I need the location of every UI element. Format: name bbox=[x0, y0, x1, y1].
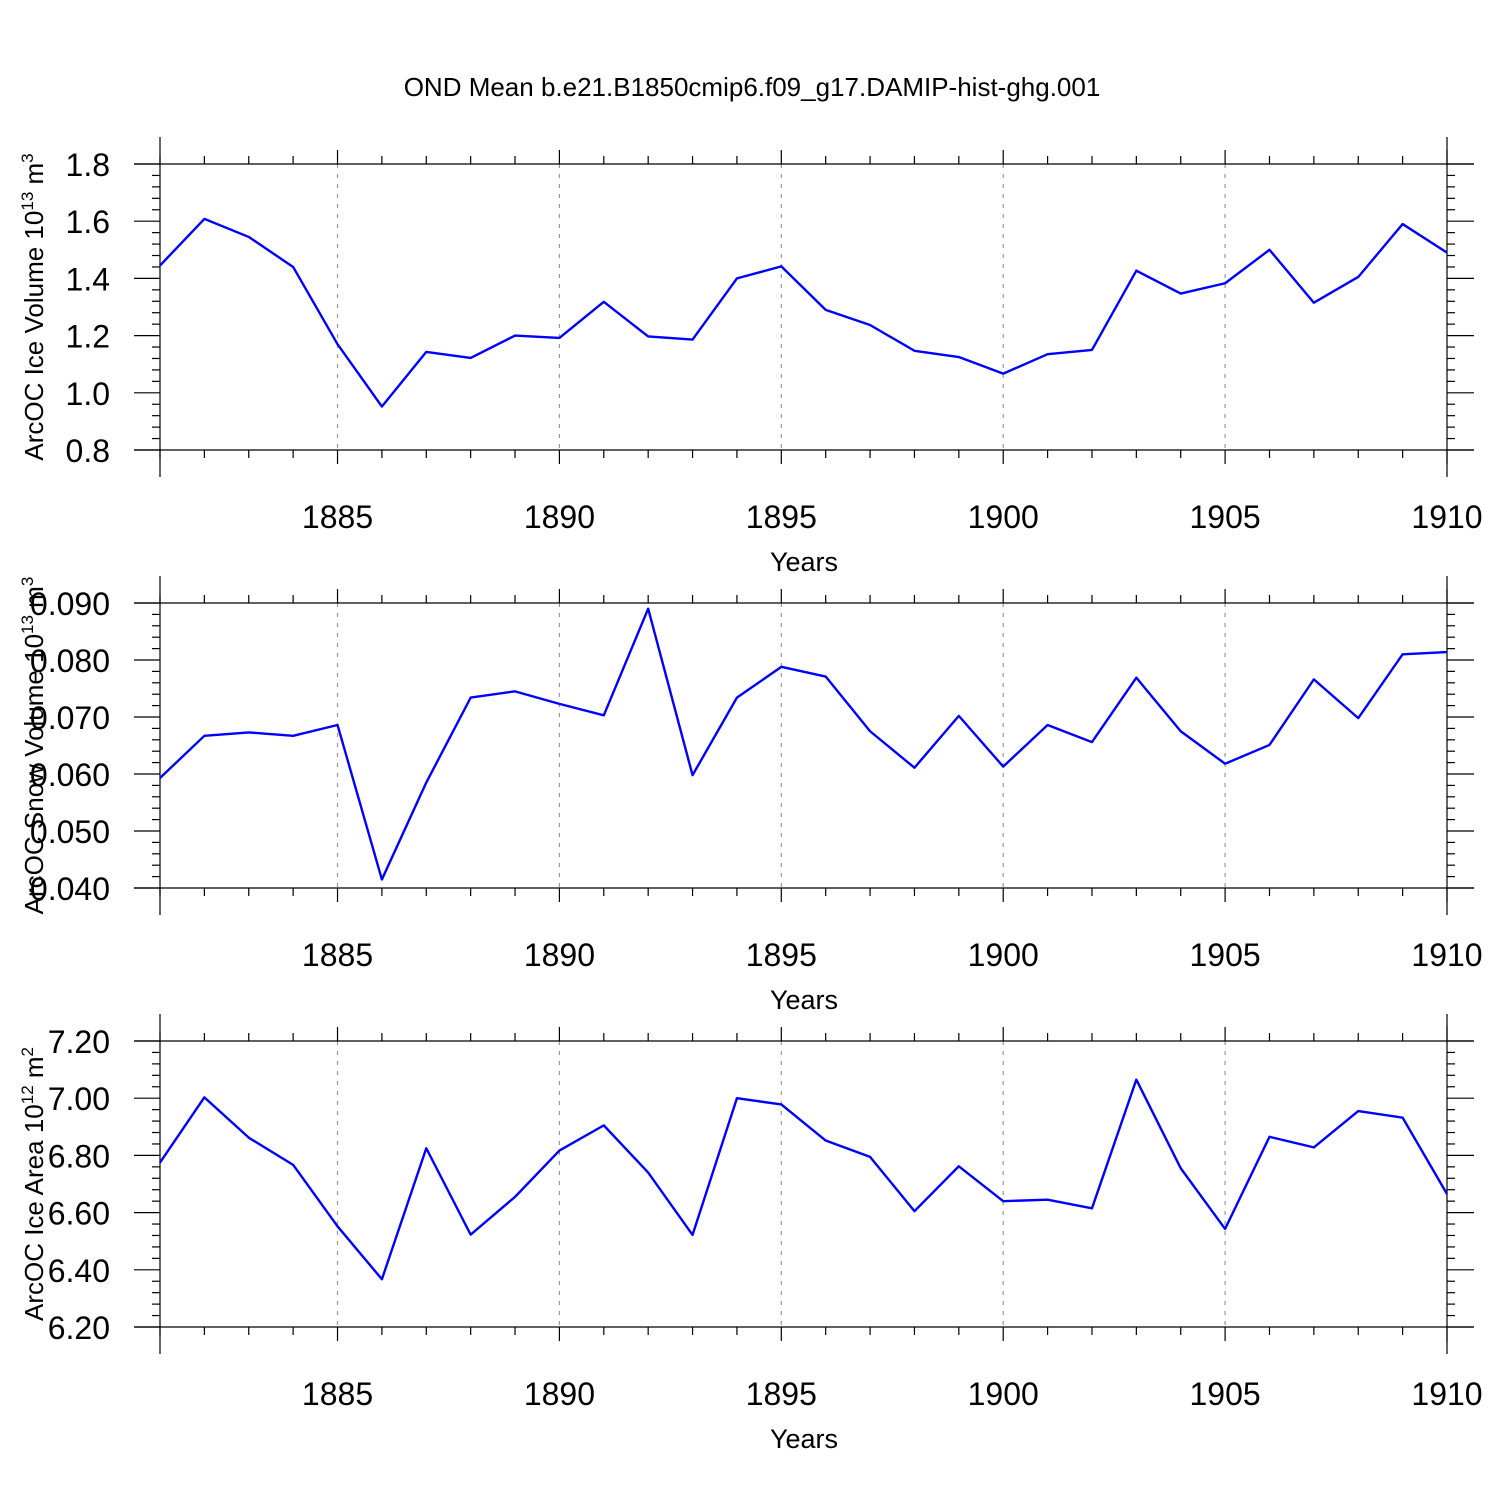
series-line-1 bbox=[159, 217, 1448, 408]
x-tick-label: 1885 bbox=[302, 937, 373, 973]
y-tick-label: 1.6 bbox=[66, 204, 110, 240]
y-axis-label-unit-exponent: 2 bbox=[18, 1047, 37, 1056]
y-tick-label: 7.00 bbox=[48, 1081, 110, 1117]
y-axis-label: ArcOC Ice Volume 1013 m3 bbox=[18, 153, 49, 460]
y-axis-label-unit: m bbox=[19, 586, 49, 615]
y-axis-label-exponent: 13 bbox=[18, 192, 37, 211]
x-tick-label: 1895 bbox=[746, 937, 817, 973]
x-tick-label: 1890 bbox=[524, 937, 595, 973]
x-tick-label: 1905 bbox=[1190, 937, 1261, 973]
x-tick-label: 1900 bbox=[968, 937, 1039, 973]
y-tick-label: 0.070 bbox=[30, 700, 110, 736]
panels-container: 1885 1890 1895 1900 1905 1910 0.8 1.0 1.2 1.4 1.6 1… bbox=[18, 137, 1483, 1454]
x-tick-label: 1910 bbox=[1411, 937, 1482, 973]
y-axis-label-unit: m bbox=[19, 163, 49, 192]
y-tick-label: 6.60 bbox=[48, 1196, 110, 1232]
panel-3: 1885 1890 1895 1900 1905 1910 6.20 6.40 6.60 6.80… bbox=[18, 1014, 1483, 1454]
y-axis-label-unit-exponent: 3 bbox=[18, 153, 37, 162]
y-axis-label: ArcOC Ice Area 1012 m2 bbox=[18, 1047, 49, 1321]
x-axis-label: Years bbox=[770, 985, 838, 1015]
x-tick-label: 1895 bbox=[746, 499, 817, 535]
y-tick-label: 7.20 bbox=[48, 1024, 110, 1060]
x-tick-label: 1900 bbox=[968, 499, 1039, 535]
x-tick-label: 1905 bbox=[1190, 499, 1261, 535]
y-tick-label: 0.060 bbox=[30, 757, 110, 793]
y-axis-label-unit: m bbox=[19, 1056, 49, 1085]
x-tick-label: 1885 bbox=[302, 1376, 373, 1412]
x-tick-label: 1895 bbox=[746, 1376, 817, 1412]
panel-2: 1885 1890 1895 1900 1905 1910 0.040 0.050 0.060 0… bbox=[18, 576, 1483, 1015]
y-tick-label: 1.4 bbox=[66, 261, 110, 297]
x-tick-label: 1910 bbox=[1411, 499, 1482, 535]
y-tick-label: 0.040 bbox=[30, 871, 110, 907]
y-axis-label-main: ArcOC Ice Area 10 bbox=[19, 1104, 49, 1321]
x-tick-label: 1905 bbox=[1190, 1376, 1261, 1412]
y-tick-label: 6.20 bbox=[48, 1310, 110, 1346]
y-tick-label: 6.80 bbox=[48, 1138, 110, 1174]
y-axis-label-unit-exponent: 3 bbox=[18, 577, 37, 586]
y-axis-label-exponent: 12 bbox=[18, 1085, 37, 1104]
y-axis-label: ArcOC Snow Volume 1013 m3 bbox=[18, 577, 49, 915]
y-tick-label: 1.8 bbox=[66, 147, 110, 183]
series-line-1 bbox=[159, 607, 1448, 881]
y-tick-label: 1.2 bbox=[66, 319, 110, 355]
x-tick-label: 1890 bbox=[524, 1376, 595, 1412]
chart-title: OND Mean b.e21.B1850cmip6.f09_g17.DAMIP-… bbox=[404, 72, 1101, 102]
x-tick-label: 1890 bbox=[524, 499, 595, 535]
panel-1: 1885 1890 1895 1900 1905 1910 0.8 1.0 1.2 1.4 1.6 1… bbox=[18, 137, 1483, 577]
x-tick-label: 1900 bbox=[968, 1376, 1039, 1412]
y-tick-label: 0.090 bbox=[30, 586, 110, 622]
y-axis-label-main: ArcOC Ice Volume 10 bbox=[19, 211, 49, 461]
y-tick-label: 0.080 bbox=[30, 643, 110, 679]
y-axis-label-main: ArcOC Snow Volume 10 bbox=[19, 634, 49, 914]
series-line-1 bbox=[159, 1078, 1449, 1281]
y-tick-label: 0.050 bbox=[30, 814, 110, 850]
y-tick-label: 0.8 bbox=[66, 433, 110, 469]
x-axis-label: Years bbox=[770, 1424, 838, 1454]
x-tick-label: 1910 bbox=[1411, 1376, 1482, 1412]
y-tick-label: 1.0 bbox=[66, 376, 110, 412]
y-tick-label: 6.40 bbox=[48, 1253, 110, 1289]
y-axis-label-exponent: 13 bbox=[18, 615, 37, 634]
x-axis-label: Years bbox=[770, 547, 838, 577]
x-tick-label: 1885 bbox=[302, 499, 373, 535]
